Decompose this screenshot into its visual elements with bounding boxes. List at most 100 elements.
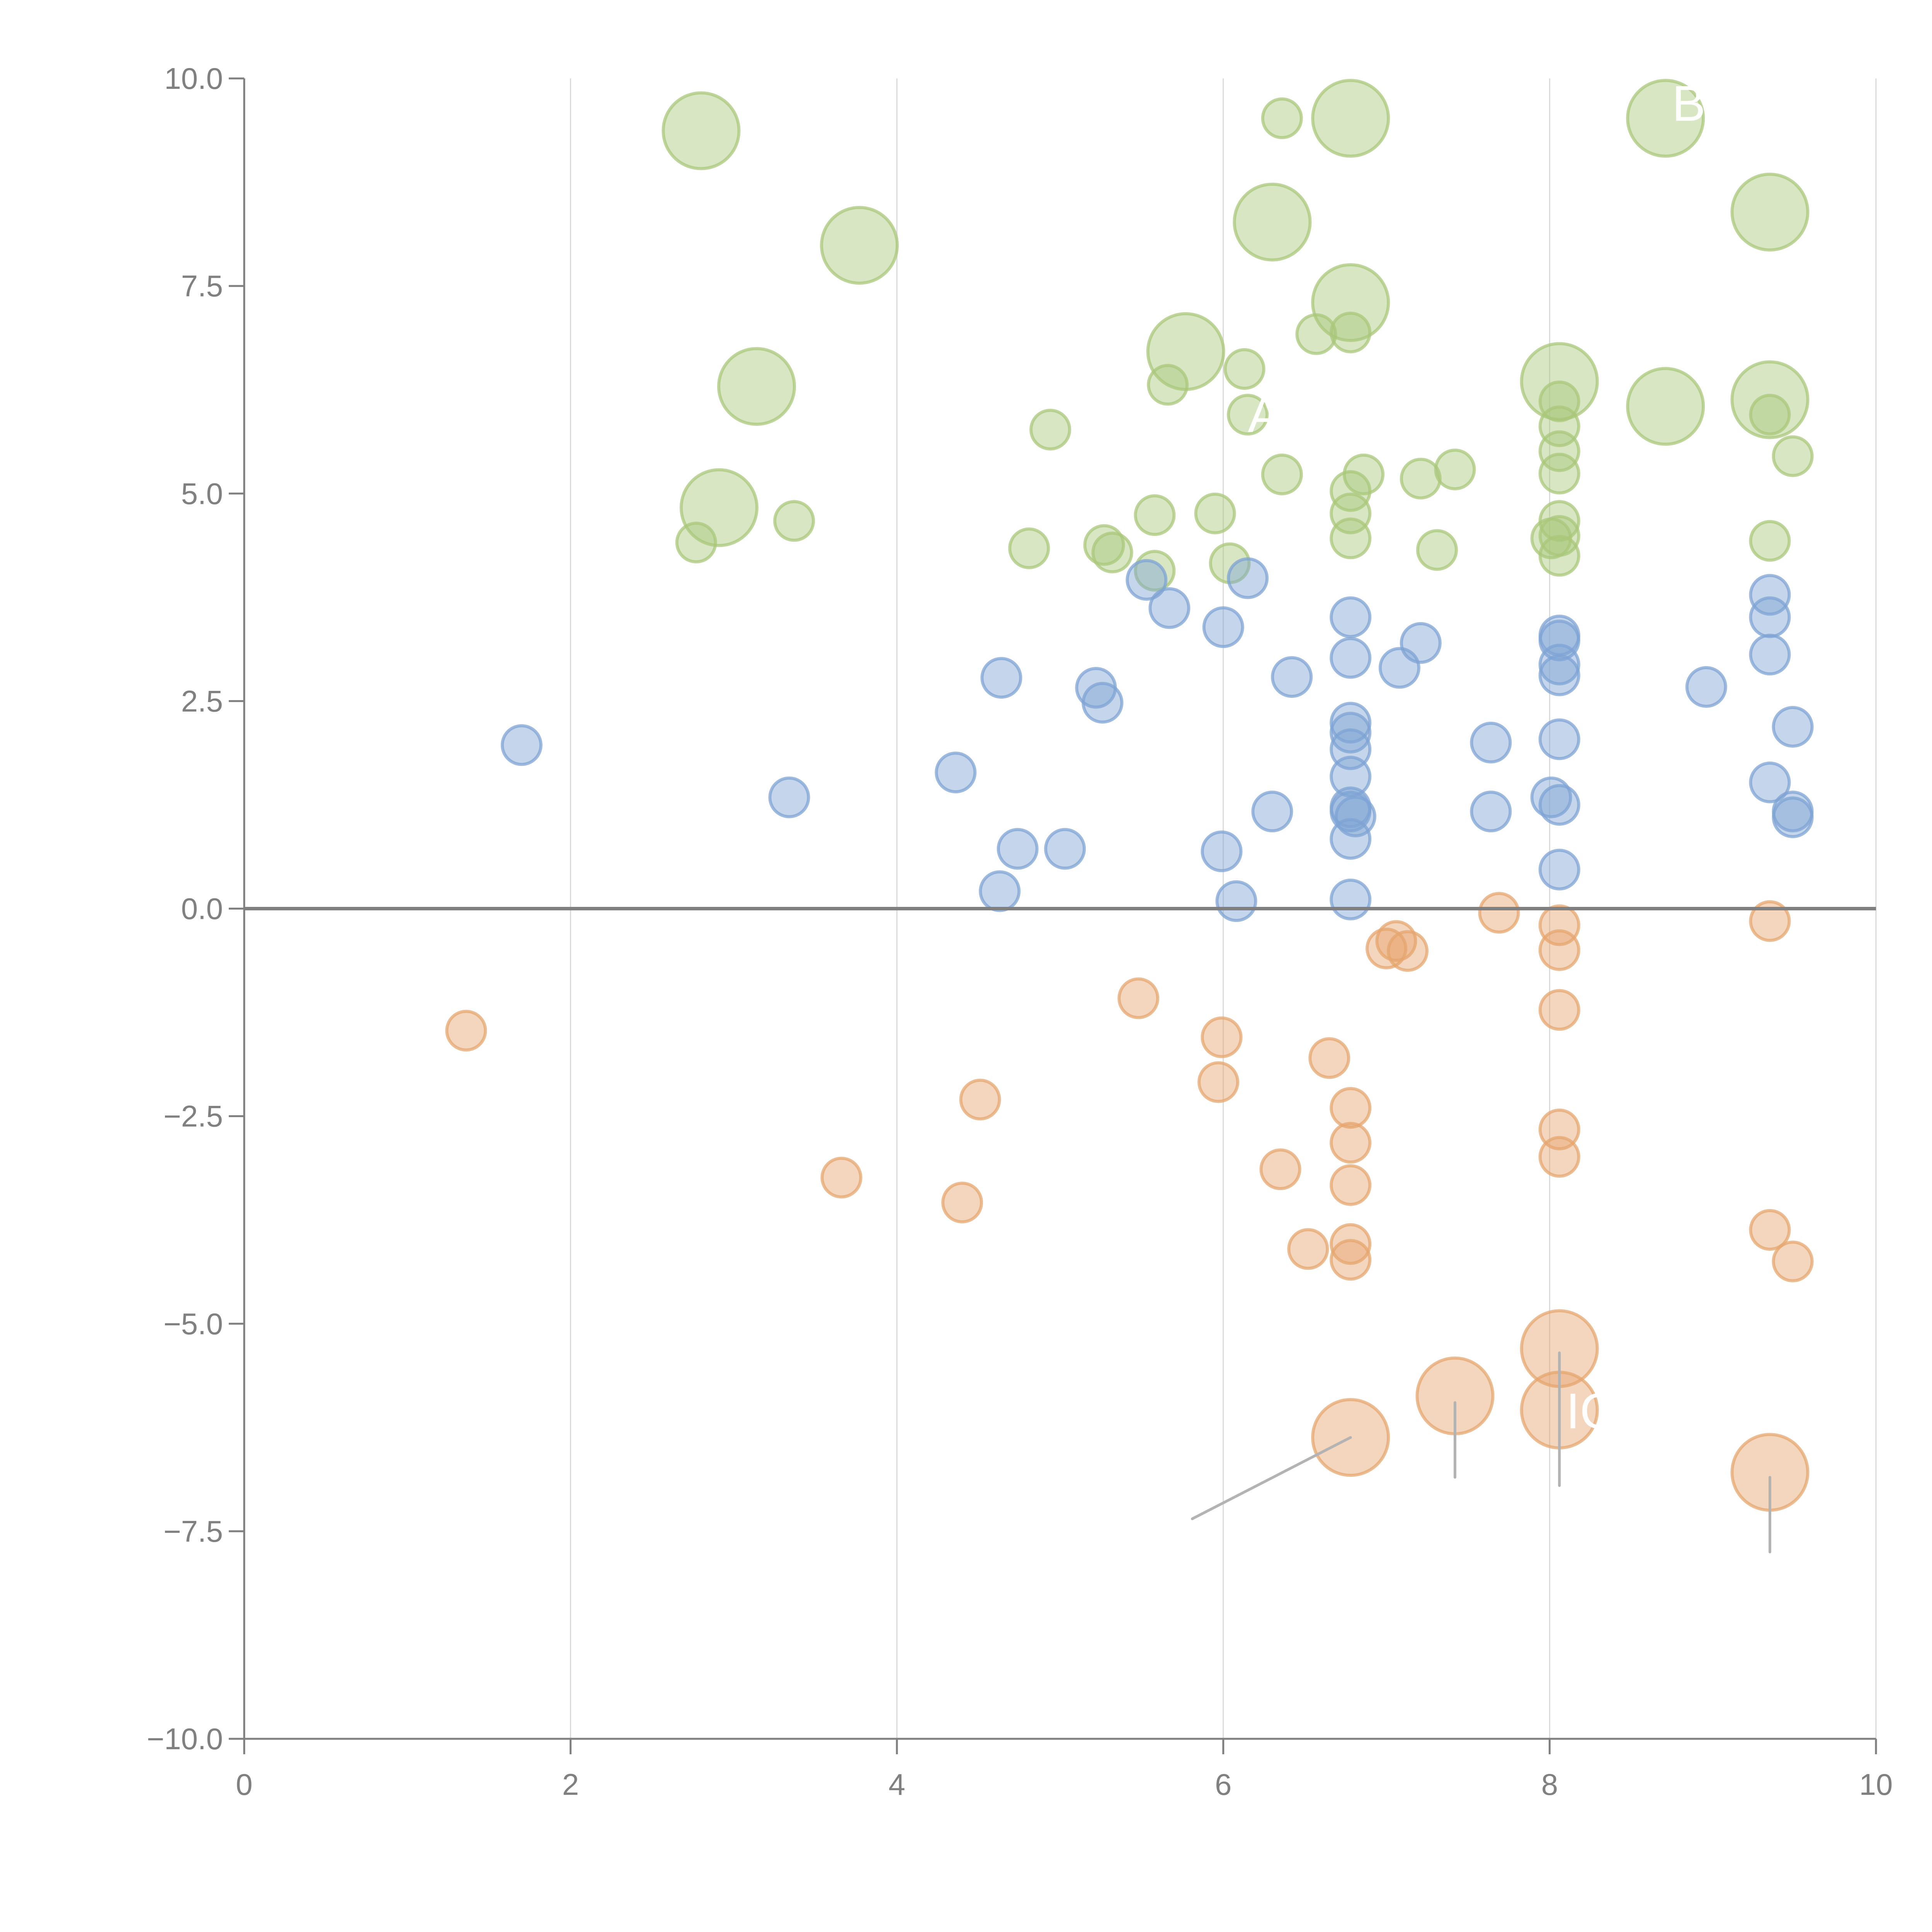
data-point	[1311, 79, 1390, 158]
data-point	[1215, 880, 1257, 922]
y-tick-label: 5.0	[181, 476, 223, 510]
data-point	[1772, 706, 1814, 748]
x-axis-ticks: 0 2 4 6 8 10	[236, 1739, 1893, 1801]
data-point	[1470, 721, 1512, 764]
data-point	[1261, 97, 1303, 139]
data-point	[1749, 900, 1791, 942]
data-point	[941, 1182, 983, 1224]
data-point	[1201, 830, 1243, 872]
y-tick-label: −7.5	[163, 1514, 223, 1548]
y-tick-label: 10.0	[164, 61, 223, 95]
data-point	[1201, 1016, 1243, 1058]
data-point	[980, 657, 1022, 699]
data-point	[997, 828, 1039, 870]
data-point	[1082, 682, 1124, 724]
data-point	[1730, 172, 1810, 252]
data-point	[1117, 977, 1160, 1019]
data-point	[1538, 718, 1580, 760]
data-points	[445, 79, 1814, 1512]
y-tick-label: −10.0	[147, 1722, 223, 1756]
data-point	[1749, 761, 1791, 803]
data-point	[1400, 457, 1442, 500]
data-point	[1538, 1136, 1580, 1178]
data-point	[1386, 930, 1429, 972]
data-point	[1749, 520, 1791, 562]
data-point	[1330, 1164, 1372, 1206]
data-point	[1330, 311, 1372, 354]
x-tick-label: 2	[562, 1767, 579, 1801]
data-point	[1029, 408, 1071, 451]
data-point	[1416, 529, 1458, 571]
data-point	[1538, 654, 1580, 696]
data-point	[1538, 643, 1580, 685]
data-point	[1749, 596, 1791, 638]
leader-lines	[1191, 1351, 1772, 1554]
data-point	[1330, 818, 1372, 860]
data-point	[1044, 828, 1086, 870]
data-point	[1538, 452, 1580, 495]
data-point	[820, 206, 899, 285]
annotations: BE A IQ	[1248, 75, 1739, 1439]
data-point	[1538, 849, 1580, 891]
data-point	[679, 468, 759, 547]
x-tick-label: 8	[1541, 1767, 1558, 1801]
data-point	[1330, 712, 1372, 754]
y-tick-label: 7.5	[181, 269, 223, 303]
data-point	[1223, 348, 1265, 390]
series-green	[662, 79, 1814, 592]
data-point	[1478, 892, 1520, 934]
data-point	[1197, 1061, 1240, 1103]
data-point	[1261, 453, 1303, 495]
data-point	[1271, 656, 1313, 698]
data-point	[445, 1010, 487, 1052]
data-point	[1330, 755, 1372, 798]
data-point	[1772, 796, 1814, 838]
data-point	[1685, 666, 1727, 708]
data-point	[1749, 394, 1791, 436]
data-point	[662, 91, 741, 170]
data-point	[1194, 492, 1236, 534]
data-point	[1330, 1122, 1372, 1164]
data-point	[1538, 989, 1580, 1031]
y-tick-label: −2.5	[163, 1099, 223, 1133]
annotation-label: BE	[1672, 75, 1739, 131]
data-point	[1330, 637, 1372, 679]
data-point	[1626, 367, 1705, 446]
data-point	[1538, 784, 1580, 826]
annotation-label: IQ	[1566, 1383, 1619, 1439]
data-point	[500, 724, 543, 766]
data-point	[1400, 622, 1442, 664]
data-point	[979, 870, 1021, 912]
data-point	[1538, 430, 1580, 472]
data-point	[935, 752, 977, 794]
data-point	[1749, 634, 1791, 676]
data-point	[1330, 1087, 1372, 1129]
data-point	[1749, 574, 1791, 616]
x-tick-label: 6	[1215, 1767, 1231, 1801]
data-point	[1330, 1239, 1372, 1281]
data-point	[1251, 791, 1293, 833]
data-point	[1749, 1209, 1791, 1251]
data-point	[959, 1078, 1001, 1121]
data-point	[1008, 527, 1050, 570]
data-point	[675, 522, 717, 564]
data-point	[1134, 494, 1176, 536]
data-point	[820, 1156, 862, 1199]
data-point	[1330, 517, 1372, 560]
annotation-label: A	[1248, 386, 1281, 443]
data-point	[1233, 182, 1312, 262]
data-point	[1538, 929, 1580, 971]
x-tick-label: 0	[236, 1767, 252, 1801]
data-point	[717, 347, 796, 426]
x-tick-label: 4	[889, 1767, 905, 1801]
y-tick-label: −5.0	[163, 1307, 223, 1341]
data-point	[1227, 394, 1269, 436]
series-orange	[445, 892, 1814, 1512]
data-point	[1538, 535, 1580, 577]
leader-line	[1191, 1436, 1352, 1520]
data-point	[1470, 791, 1512, 833]
data-point	[1091, 531, 1133, 573]
data-point	[1148, 587, 1190, 629]
series-blue	[500, 557, 1814, 922]
